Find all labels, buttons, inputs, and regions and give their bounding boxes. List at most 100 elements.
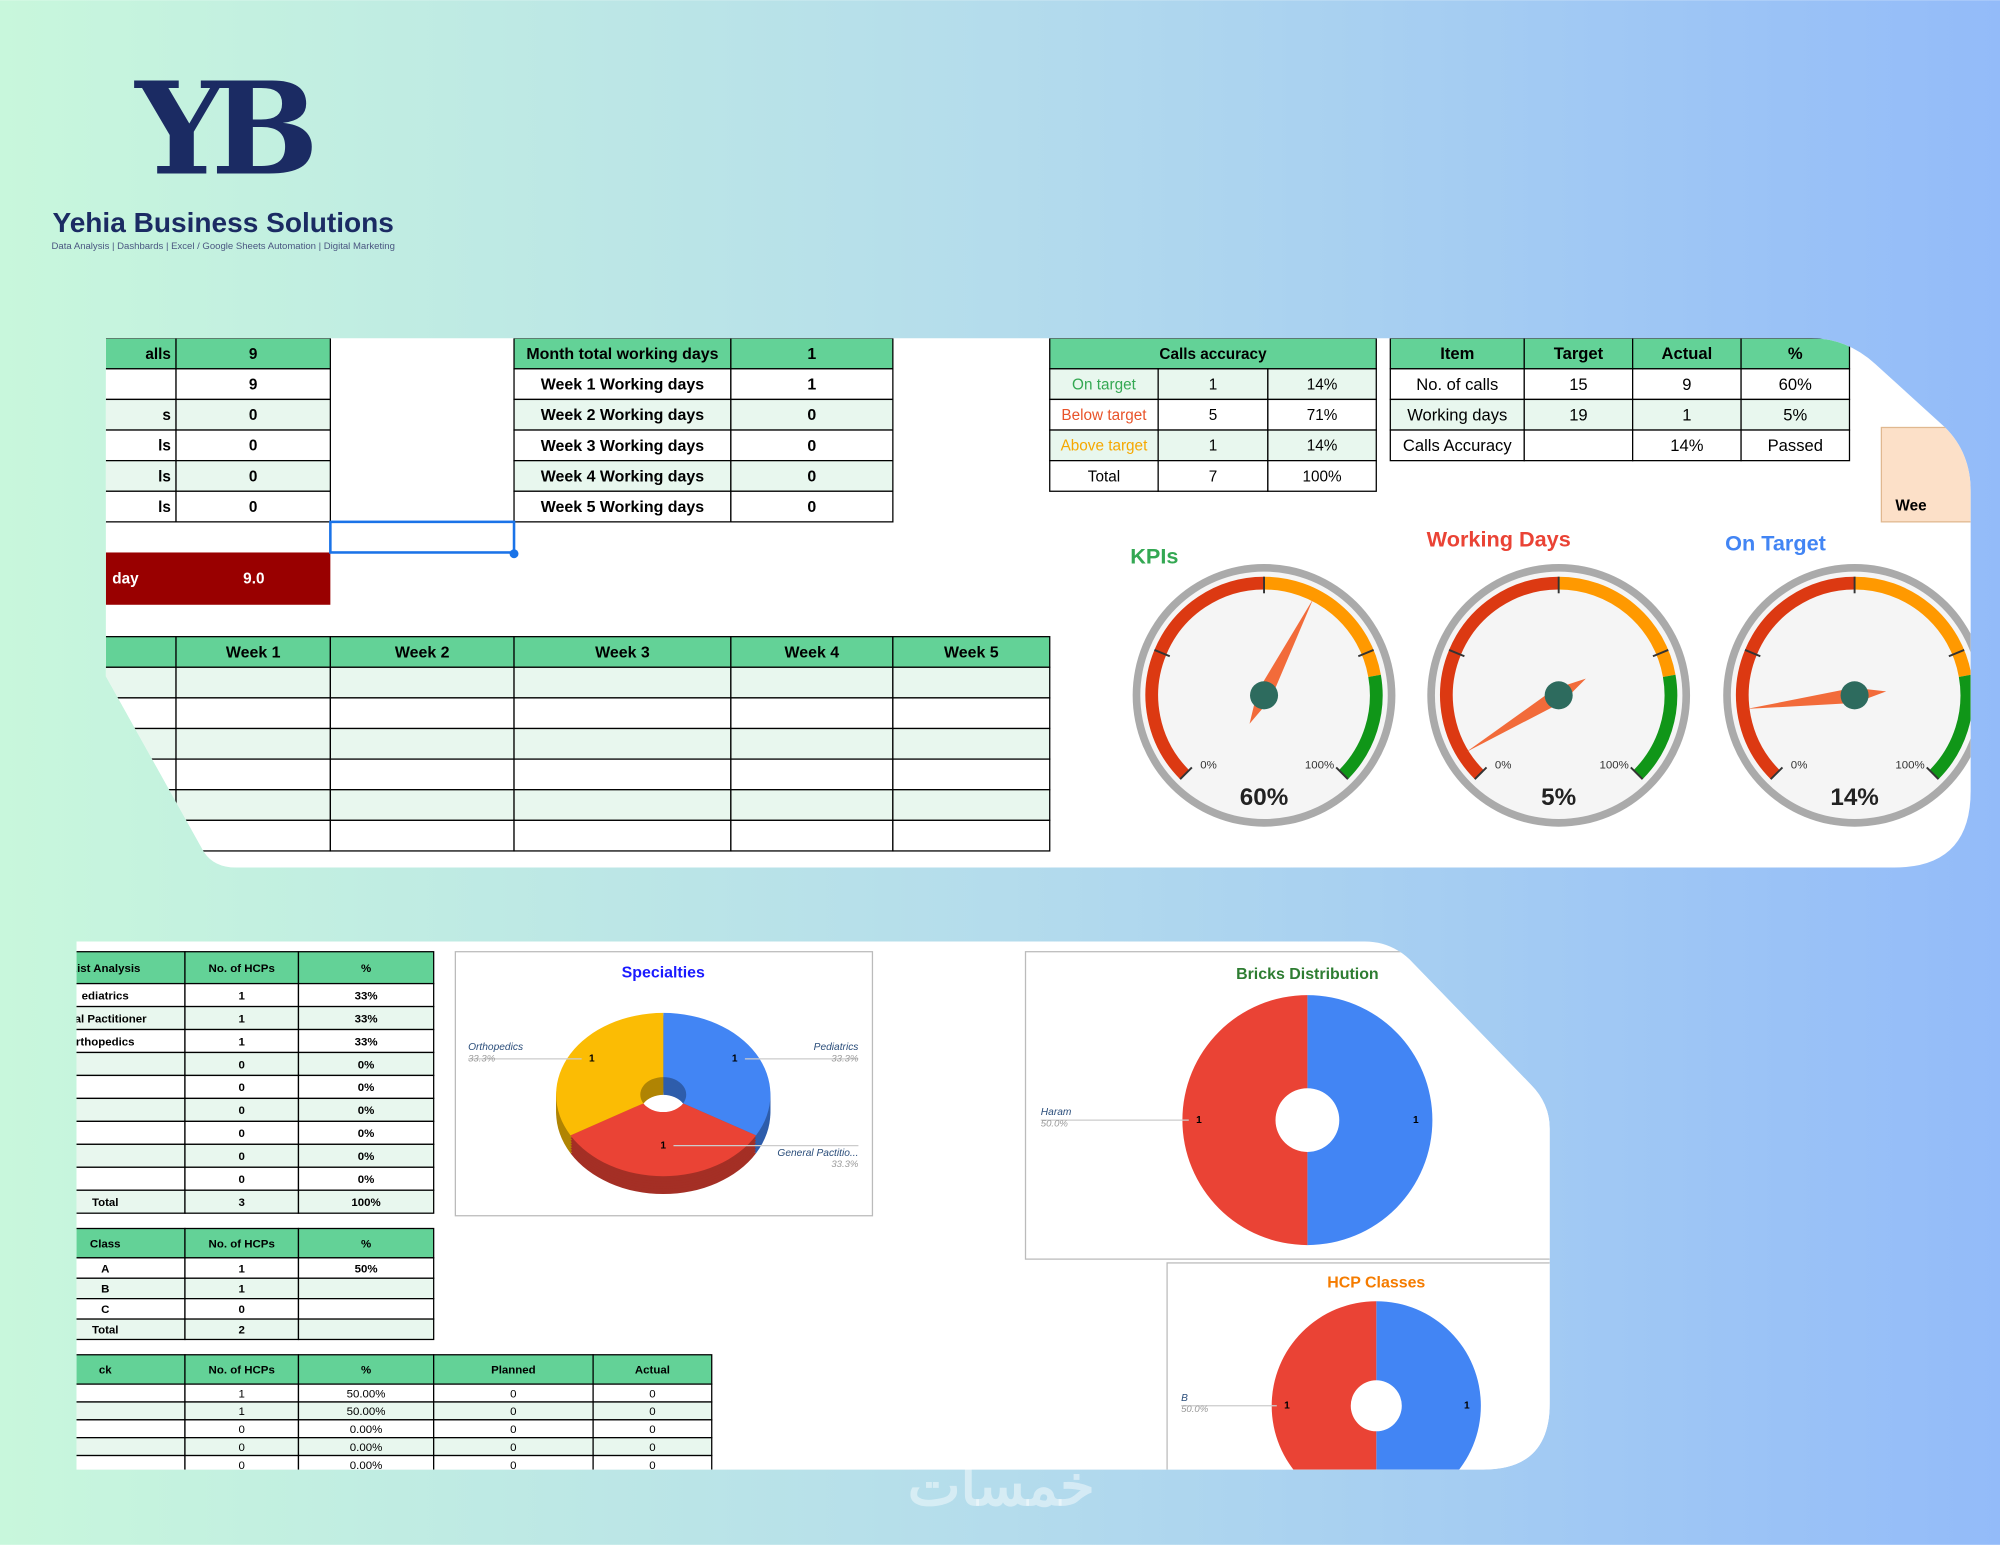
table-header: 1 [807,346,816,363]
slice-pct-label: 50.0% [1181,1404,1209,1415]
table-header: Week 4 [785,644,840,661]
table-text: Above target [1061,438,1148,455]
table-text: rthopedics [76,1036,135,1048]
table-cell [1267,398,1377,431]
table-header: Week 5 [944,644,999,661]
table-cell [1267,368,1377,401]
table-text: 33% [355,990,378,1002]
table-header: alls [145,346,171,363]
gauge-tick [1474,766,1488,780]
table-cell [513,727,732,760]
table-cell [513,697,732,730]
table-text: 0.00% [350,1442,383,1454]
table-cell [175,819,331,852]
table-text: 0 [510,1406,516,1418]
table-header: Week 2 [395,644,450,661]
gauge-hub [1250,681,1279,710]
table-cell [297,1227,435,1259]
slice-value-label: 1 [589,1054,595,1065]
table-text: 5% [1783,405,1807,424]
table-text: 14% [1670,436,1703,455]
table-cell [730,490,894,523]
table-cell [184,1354,300,1385]
table-cell [1740,338,1851,370]
table-cell [329,636,515,668]
table-text: Total [92,1325,119,1337]
table-text: 33% [355,1013,378,1025]
table-text: 1 [239,1284,246,1296]
selection-handle [509,549,519,559]
gauge-tick [1770,766,1784,780]
table-cell [513,758,732,791]
table-text: 0 [239,1059,245,1071]
table-text: Passed [1768,436,1823,455]
table-cell [892,636,1051,668]
table-text: ls [158,468,171,485]
top-content: alls 9 9 s 0 ls 0 ls 0 ls 0 Month total working day… [105,338,1971,852]
table-header: Actual [1662,344,1713,363]
table-text: 0 [649,1442,655,1454]
table-cell [297,951,435,985]
gauge-max-label: 100% [1599,760,1628,772]
table-cell [592,1354,713,1385]
slice-name-label: General Pactitio... [777,1148,858,1159]
table-cell [1157,459,1269,492]
table-header: ck [99,1365,112,1377]
gauge-value-label: 14% [1830,784,1878,811]
table-text: 0 [510,1460,516,1472]
table-cell [730,697,894,730]
table-text: 1 [239,1388,245,1400]
slice-pct-label: 33.3% [831,1159,859,1170]
pie-slice [556,1012,664,1136]
table-cell [892,819,1051,852]
table-text: ls [158,499,171,516]
gauge-min-label: 0% [1791,760,1808,772]
table-text: 0 [249,407,258,424]
gauge-title: KPIs [1130,543,1178,568]
table-cell [1523,398,1634,431]
table-cell [1267,459,1377,492]
table-header: Month total working days [526,346,718,363]
table-text: Week 1 Working days [541,377,704,394]
table-header: % [1788,344,1803,363]
table-cell [1049,398,1159,431]
table-cell [730,727,894,760]
table-text: Calls Accuracy [1403,436,1512,455]
pie-slice [1271,1301,1377,1470]
table-text: Week 2 Working days [541,407,704,424]
slice-value-label: 1 [1196,1115,1202,1126]
table-cell [730,789,894,821]
table-cell [892,727,1051,760]
table-cell [329,727,515,760]
table-text: 0 [249,468,258,485]
table-cell [175,789,331,821]
pie-slice [1376,1301,1481,1470]
pie-slice [1182,995,1308,1246]
table-text: A [101,1263,109,1275]
table-text: 5 [1209,407,1218,424]
table-text: 3 [239,1197,245,1209]
table-cell [730,758,894,791]
table-text: 7 [1209,468,1218,485]
table-text: 0 [807,438,816,455]
table-header: No. of HCPs [209,1365,275,1377]
table-cell [1740,398,1851,431]
table-header: Calls accuracy [1159,346,1267,363]
table-text: 0 [239,1174,245,1186]
cut-label: Wee [1895,498,1926,515]
table-text: 50% [355,1263,378,1275]
table-cell [730,666,894,699]
table-cell [175,758,331,791]
per-day-label: day [112,570,139,587]
table-text: 1 [1682,405,1691,424]
table-text: 0 [807,407,816,424]
table-cell [730,368,894,401]
per-day-box [105,552,331,605]
slice-name-label: B [1181,1393,1188,1404]
table-header: Week 1 [226,644,281,661]
table-text: 0 [239,1442,245,1454]
table-cell [105,368,177,401]
table-text: 0% [358,1082,375,1094]
table-text: 0 [239,1424,245,1436]
